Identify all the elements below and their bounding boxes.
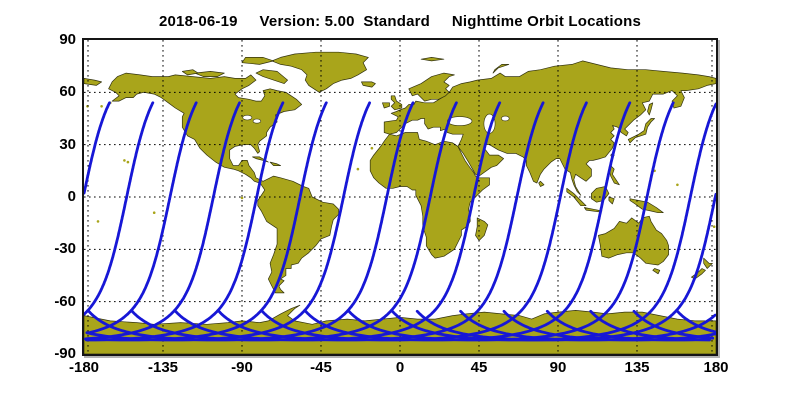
orbit-track-9 [174,101,502,342]
y-tick-label-2: 30 [59,135,76,153]
x-tick-label-1: -135 [147,359,179,376]
orbit-track-8 [130,101,458,342]
orbit-track-2 [86,101,198,335]
chart-title: 2018-06-19 Version: 5.00 Standard Nightt… [158,13,642,30]
plot-area [82,38,718,356]
y-tick-label-5: -60 [54,292,76,310]
orbit-track-11 [260,101,588,342]
orbit-track-4 [85,101,285,342]
orbit-track-6 [85,101,371,342]
x-tick-label-7: 135 [624,359,650,376]
orbit-track-5 [632,309,715,340]
x-tick-label-4: 0 [395,359,405,376]
orbit-track-12 [304,101,632,342]
orbit-track-7 [87,101,415,342]
x-tick-label-5: 45 [470,359,488,376]
orbit-track-1 [84,101,155,316]
y-tick-label-4: -30 [54,240,76,258]
x-tick-label-3: -45 [310,359,332,376]
x-tick-label-6: 90 [549,359,567,376]
orbit-track-13 [347,101,675,342]
y-tick-label-3: 0 [67,188,76,205]
x-tick-label-0: -180 [68,359,100,376]
y-tick-label-6: -90 [54,345,76,362]
x-tick-label-2: -90 [231,359,253,376]
world-map-layer [84,40,716,354]
orbit-track-6 [676,309,716,334]
y-tick-label-1: 60 [59,83,76,101]
orbit-track-14 [390,102,716,342]
y-tick-label-0: 90 [59,31,76,48]
orbit-track-0 [84,101,111,195]
orbit-track-10 [217,101,545,342]
x-tick-label-8: 180 [703,359,729,376]
orbit-track-3 [84,101,241,341]
orbit-track-5 [86,101,328,342]
